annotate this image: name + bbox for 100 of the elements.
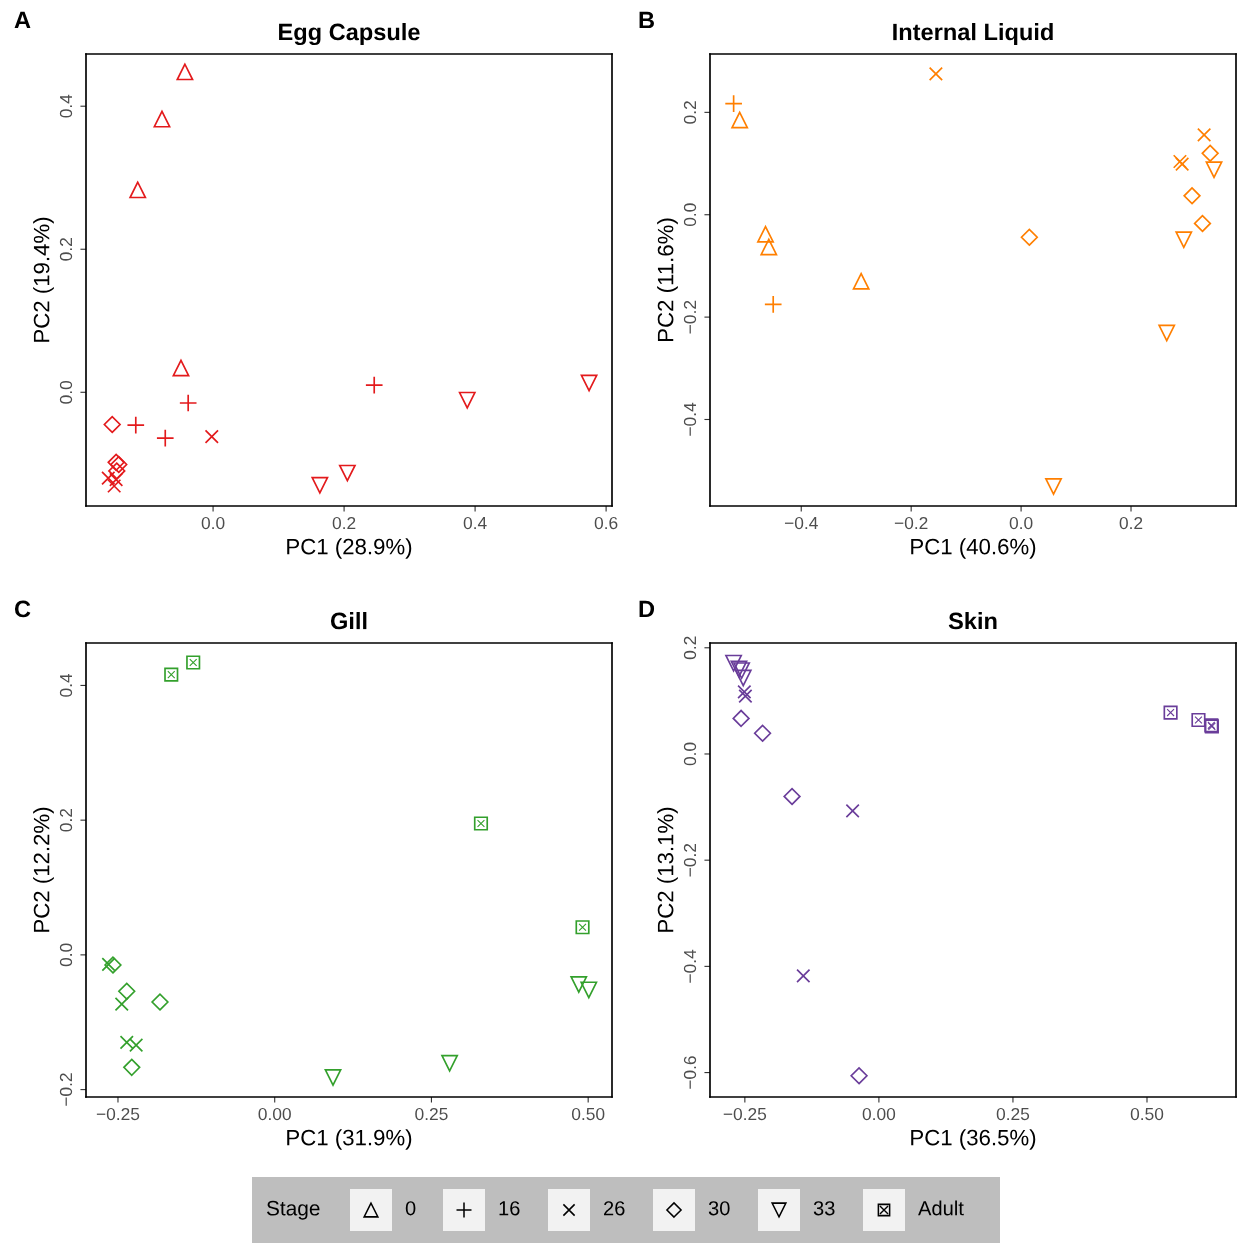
point [101,471,116,486]
point [119,1035,134,1050]
point [760,238,778,256]
point [126,416,145,435]
y-axis-title: PC2 (19.4%) [33,217,54,342]
x-tick-label: −0.4 [784,516,818,530]
point [734,669,752,687]
x-tick-label: 0.25 [996,1107,1030,1121]
y-tick-label: −0.4 [683,402,697,436]
x-axis-title: PC1 (31.9%) [287,1129,412,1150]
point [114,996,129,1012]
x-tick-label: 0.25 [415,1107,448,1121]
x-tick-label: 0.6 [594,516,618,530]
x-tick-label: −0.2 [894,516,928,530]
x-axis-title: PC1 (40.6%) [911,538,1036,559]
x-tick-label: 0.2 [332,516,356,530]
y-tick-label: 0.0 [683,203,697,227]
point [796,968,811,984]
point [118,982,136,1000]
point [151,993,169,1011]
point [458,391,476,409]
point [570,976,588,993]
point [186,655,201,670]
y-axis-title: PC2 (13.1%) [657,807,678,932]
point [179,393,198,413]
point [725,654,743,672]
text: 30 [708,1201,730,1216]
point [473,816,489,831]
text: 16 [499,1201,520,1216]
y-tick-label: 0.2 [683,101,697,124]
point [156,428,175,448]
point [1175,231,1193,249]
chart-title: Gill [330,612,367,630]
y-tick-label: −0.4 [683,949,697,983]
x-tick-label: 0.00 [862,1107,896,1121]
x-axis-title: PC1 (36.5%) [911,1129,1036,1150]
y-tick-label: −0.2 [683,300,697,334]
point [441,1054,459,1072]
point [338,464,356,482]
point [928,66,943,82]
point [204,429,219,444]
text: Stage [266,1200,320,1220]
y-tick-label: 0.2 [683,636,697,660]
point [129,1038,144,1053]
text: D [639,600,655,618]
y-tick-label: 0.4 [59,673,73,697]
y-tick-label: 0.0 [683,742,697,766]
point [1183,187,1201,205]
point [764,295,783,314]
point [1158,324,1176,342]
point [311,476,329,494]
point [783,787,801,806]
point [724,94,743,113]
text: Adult [918,1200,964,1216]
point [172,359,190,377]
point [123,1058,141,1077]
point [1193,214,1212,233]
point [731,111,749,129]
chart-title: Skin [948,612,997,630]
point [737,684,752,699]
point [580,374,598,392]
text: 26 [604,1201,625,1216]
point [1205,161,1223,179]
text: 0 [405,1201,416,1216]
text: C [14,600,31,618]
point [153,110,171,128]
y-tick-label: 0.0 [59,943,73,967]
point [108,462,126,480]
x-tick-label: 0.2 [1119,516,1143,530]
x-tick-label: 0.4 [463,516,487,530]
text: B [639,11,654,29]
y-axis-title: PC2 (12.2%) [33,807,54,932]
point [103,415,121,434]
point [129,181,147,199]
y-tick-label: 0.4 [59,94,73,118]
point [1045,478,1062,496]
point [324,1068,342,1086]
x-tick-label: 0.50 [1130,1107,1164,1121]
point [580,981,598,999]
point [852,272,870,290]
text: 33 [813,1201,835,1216]
point [845,803,860,818]
x-tick-label: 0.50 [571,1107,605,1121]
point [757,225,774,243]
y-axis-title: PC2 (11.6%) [657,218,678,341]
point [1163,705,1178,720]
x-tick-label: 0.0 [201,516,225,530]
point [753,724,772,742]
y-tick-label: 0.2 [59,238,73,261]
y-tick-label: 0.2 [59,808,73,832]
point [164,667,179,682]
point [365,375,384,395]
x-tick-label: 0.00 [258,1107,291,1121]
text: A [14,11,31,29]
point [738,689,753,704]
y-tick-label: 0.0 [59,380,73,404]
y-tick-label: −0.6 [683,1056,697,1089]
point [176,63,194,81]
point [1201,144,1219,162]
y-tick-label: −0.2 [683,843,697,877]
